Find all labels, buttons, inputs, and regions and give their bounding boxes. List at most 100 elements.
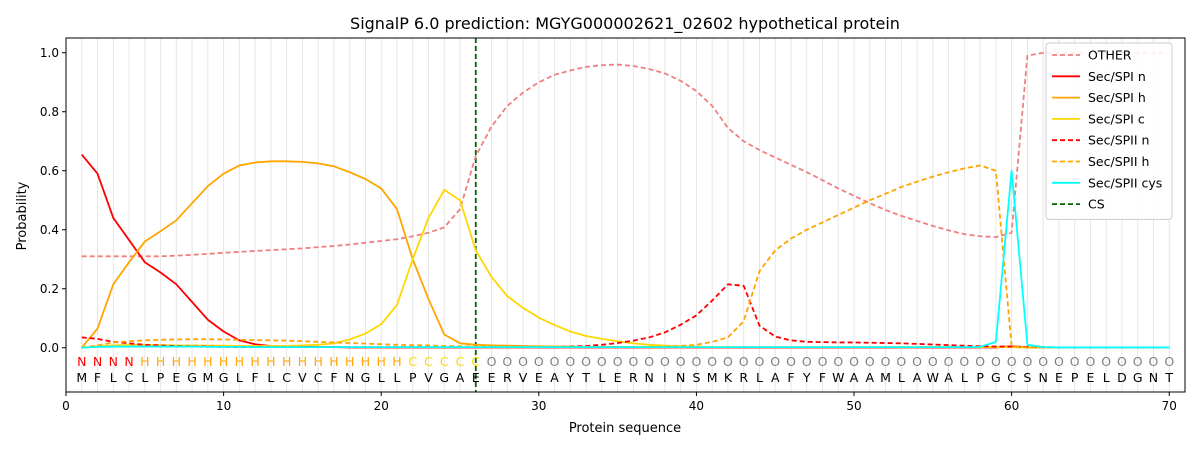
residue-label: Y (802, 370, 811, 385)
residue-label: L (267, 370, 274, 385)
region-label: O (1133, 354, 1143, 369)
region-label: O (755, 354, 765, 369)
residue-label: P (157, 370, 165, 385)
region-label: O (565, 354, 575, 369)
region-label: O (1070, 354, 1080, 369)
region-label: H (172, 354, 181, 369)
residue-label: T (581, 370, 590, 385)
residue-label: G (439, 370, 449, 385)
region-label: O (1054, 354, 1064, 369)
region-label: H (140, 354, 149, 369)
region-label: N (109, 354, 118, 369)
region-label: H (345, 354, 354, 369)
series-line-other (81, 51, 1170, 258)
region-label: O (518, 354, 528, 369)
region-label: O (1086, 354, 1096, 369)
residue-label: R (503, 370, 512, 385)
residue-label: C (314, 370, 323, 385)
residue-label: L (756, 370, 763, 385)
region-label: H (361, 354, 370, 369)
residue-label: D (1117, 370, 1127, 385)
residue-label: R (629, 370, 638, 385)
residue-label: G (1133, 370, 1143, 385)
x-axis-ticks: 0 10 20 30 40 50 60 70 (62, 392, 1177, 413)
legend-label-sec-spii-cys: Sec/SPII cys (1088, 175, 1162, 190)
y-tick-label: 1.0 (40, 46, 59, 60)
x-tick-label: 40 (689, 399, 704, 413)
y-axis-label: Probability (15, 181, 30, 250)
residue-label: V (424, 370, 433, 385)
residue-label: A (850, 370, 859, 385)
residue-label: E (614, 370, 622, 385)
legend-label-sec-spii-h: Sec/SPII h (1088, 154, 1149, 169)
region-label: O (1101, 354, 1111, 369)
residue-label: A (913, 370, 922, 385)
residue-label: E (472, 370, 480, 385)
x-tick-label: 50 (846, 399, 861, 413)
sequence-labels: NMNFNLNCHLHPHEHGHMHGHLHFHLHCHVHCHFHNHGHL… (76, 354, 1174, 385)
x-tick-label: 60 (1004, 399, 1019, 413)
region-label: O (770, 354, 780, 369)
residue-label: E (172, 370, 180, 385)
region-label: O (581, 354, 591, 369)
region-label: C (471, 354, 480, 369)
region-label: O (1007, 354, 1017, 369)
region-label: O (786, 354, 796, 369)
residue-label: A (944, 370, 953, 385)
y-tick-label: 0.8 (40, 105, 59, 119)
residue-label: S (1023, 370, 1031, 385)
residue-label: F (252, 370, 259, 385)
region-label: O (597, 354, 607, 369)
legend: OTHER Sec/SPI n Sec/SPI h Sec/SPI c Sec/SPII… (1045, 42, 1173, 220)
residue-label: K (724, 370, 733, 385)
region-label: O (991, 354, 1001, 369)
residue-label: F (94, 370, 101, 385)
residue-label: A (456, 370, 465, 385)
residue-label: A (550, 370, 559, 385)
residue-label: F (819, 370, 826, 385)
region-label: O (502, 354, 512, 369)
legend-label-sec-spi-h: Sec/SPI h (1088, 90, 1146, 105)
x-tick-label: 0 (62, 399, 70, 413)
residue-label: P (976, 370, 984, 385)
residue-label: P (1071, 370, 1079, 385)
residue-label: A (771, 370, 780, 385)
region-label: C (456, 354, 465, 369)
residue-label: M (76, 370, 87, 385)
residue-label: M (707, 370, 718, 385)
region-label: O (896, 354, 906, 369)
residue-label: L (961, 370, 968, 385)
region-label: O (723, 354, 733, 369)
y-tick-label: 0.6 (40, 164, 59, 178)
residue-label: G (187, 370, 197, 385)
residue-label: V (298, 370, 307, 385)
series-line-sec-spii-n (81, 283, 1170, 349)
vertical-grid (81, 38, 1170, 392)
residue-label: L (393, 370, 400, 385)
residue-label: N (1038, 370, 1047, 385)
residue-label: E (535, 370, 543, 385)
residue-label: W (927, 370, 939, 385)
residue-label: F (330, 370, 337, 385)
residue-label: W (832, 370, 844, 385)
region-label: O (865, 354, 875, 369)
region-label: N (93, 354, 102, 369)
region-label: O (676, 354, 686, 369)
region-label: H (377, 354, 386, 369)
residue-label: L (236, 370, 243, 385)
region-label: H (329, 354, 338, 369)
residue-label: M (880, 370, 891, 385)
region-label: O (692, 354, 702, 369)
residue-label: I (663, 370, 667, 385)
region-label: O (818, 354, 828, 369)
residue-label: V (519, 370, 528, 385)
region-label: H (156, 354, 165, 369)
residue-label: L (598, 370, 605, 385)
region-label: O (660, 354, 670, 369)
region-label: O (1164, 354, 1174, 369)
x-tick-label: 70 (1162, 399, 1177, 413)
y-tick-label: 0.0 (40, 341, 59, 355)
region-label: O (975, 354, 985, 369)
x-axis-label: Protein sequence (569, 421, 681, 436)
